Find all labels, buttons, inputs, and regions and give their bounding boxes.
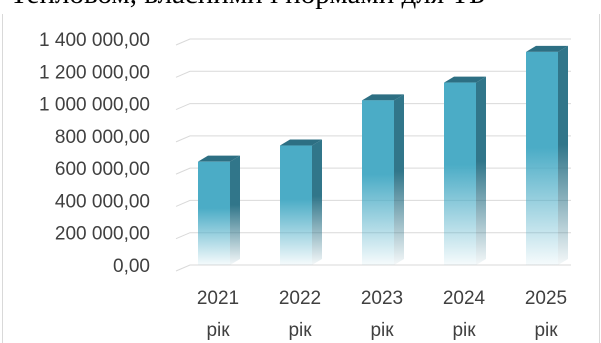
- bar-front: [444, 82, 476, 265]
- gridline: [175, 38, 571, 46]
- bar-front: [526, 51, 558, 265]
- bar: [198, 155, 240, 265]
- y-tick-label: 0,00: [113, 256, 150, 277]
- gridline: [175, 70, 571, 78]
- bar-side: [230, 155, 240, 265]
- bar-side: [476, 76, 486, 265]
- bar: [526, 45, 568, 265]
- y-tick-label: 600 000,00: [55, 159, 150, 180]
- bar-side: [394, 94, 404, 265]
- x-tick-label-unit: рік: [534, 320, 558, 341]
- x-tick-label-year: 2023: [361, 288, 403, 309]
- bar-front: [280, 145, 312, 265]
- y-tick-label: 400 000,00: [55, 191, 150, 212]
- x-tick-label-unit: рік: [452, 320, 476, 341]
- gridline: [175, 264, 571, 272]
- bar-top: [198, 155, 240, 162]
- bars: [198, 45, 568, 265]
- bar: [280, 139, 322, 265]
- chart-frame: [2, 14, 600, 343]
- y-tick-label: 200 000,00: [55, 224, 150, 245]
- x-tick-label-unit: рік: [370, 320, 394, 341]
- bar-top: [526, 45, 568, 52]
- y-tick-label: 800 000,00: [55, 127, 150, 148]
- bar-front: [362, 100, 394, 265]
- x-axis-tick-labels: 2021 рік 2022 рік 2023 рік 2024 рік 2025 рік: [197, 288, 567, 341]
- bar-front: [198, 161, 230, 265]
- bar-side: [312, 139, 322, 265]
- gridlines: [175, 38, 571, 272]
- y-tick-label: 1 200 000,00: [39, 62, 150, 83]
- x-tick-label-unit: рік: [206, 320, 230, 341]
- bar-side: [558, 45, 568, 265]
- x-tick-label-year: 2022: [279, 288, 321, 309]
- y-tick-label: 1 000 000,00: [39, 95, 150, 116]
- x-tick-label-unit: рік: [288, 320, 312, 341]
- y-axis-tick-labels: 0,00 200 000,00 400 000,00 600 000,00 800 00…: [39, 30, 150, 277]
- x-tick-label-year: 2024: [443, 288, 486, 309]
- x-tick-label-year: 2021: [197, 288, 239, 309]
- x-tick-label-year: 2025: [525, 288, 567, 309]
- y-tick-label: 1 400 000,00: [39, 30, 150, 51]
- header-text: Тепловом, власними і нормами для ТБ: [0, 0, 601, 22]
- bar-top: [280, 139, 322, 146]
- bar-top: [444, 76, 486, 83]
- bar: [362, 94, 404, 265]
- bar-top: [362, 94, 404, 101]
- bar: [444, 76, 486, 265]
